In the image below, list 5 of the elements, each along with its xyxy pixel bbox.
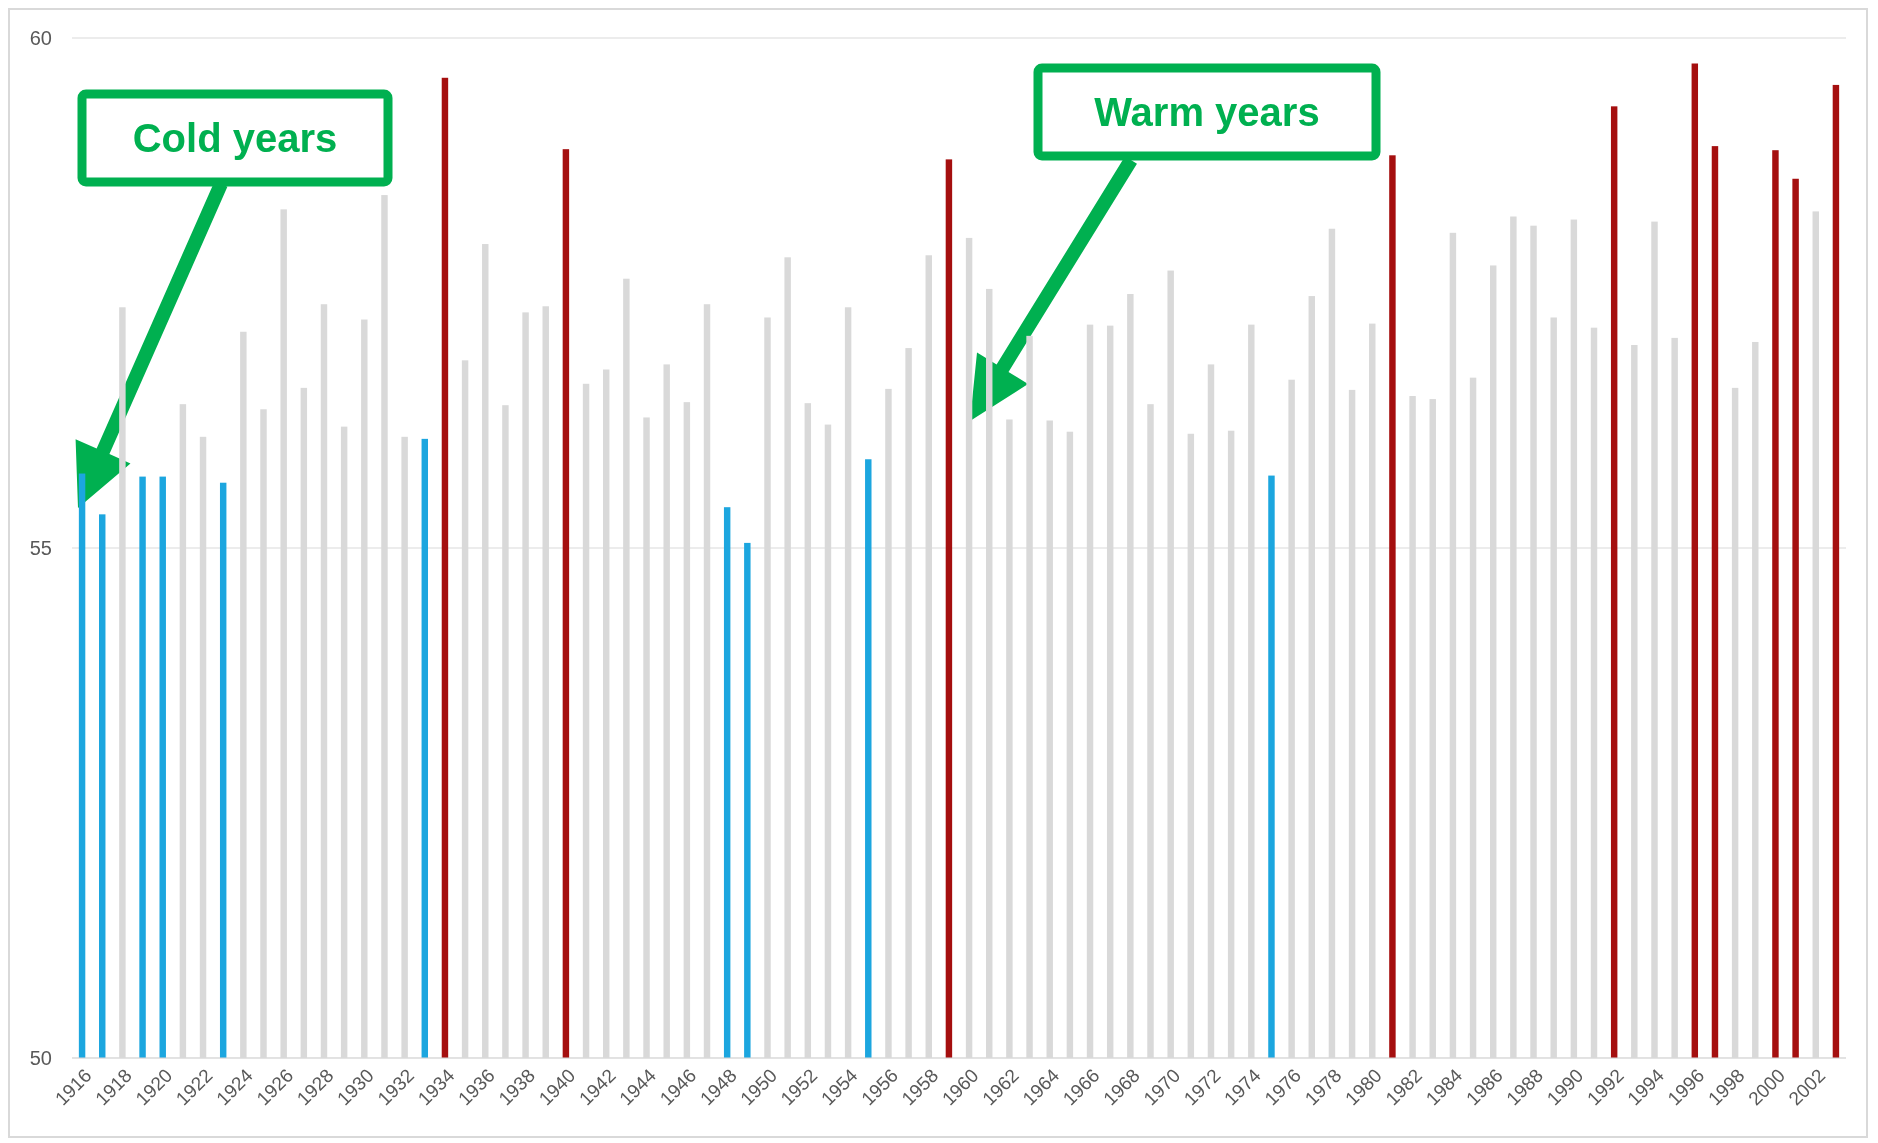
y-tick-label: 50 [29,1047,52,1069]
annotation: Cold years [132,116,338,160]
y-tick-label: 60 [29,27,52,49]
y-tick-label: 55 [29,537,52,559]
annotation: Warm years [1094,90,1320,134]
